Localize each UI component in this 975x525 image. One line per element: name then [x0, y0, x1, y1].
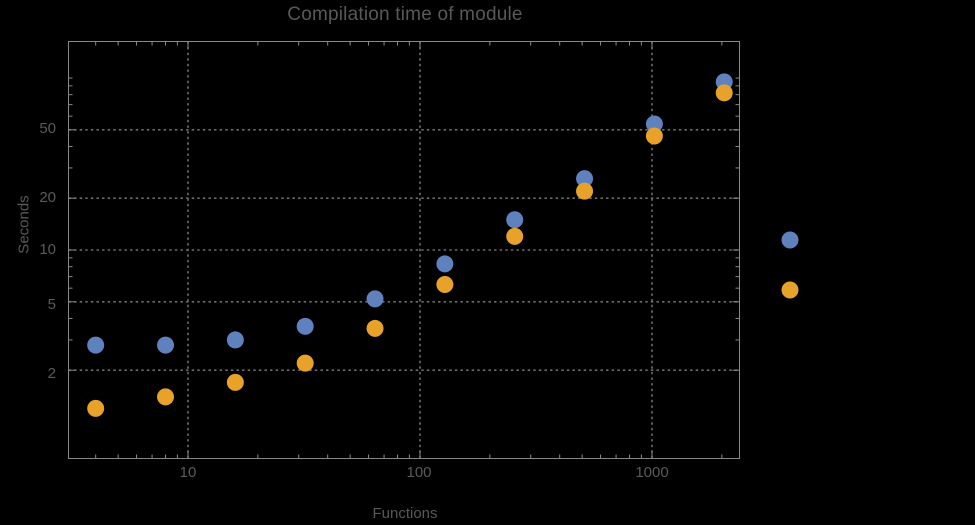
- data-point-series-blue: [157, 336, 175, 354]
- data-point-series-blue: [506, 211, 524, 229]
- data-point-series-orange: [157, 388, 175, 406]
- data-point-series-orange: [436, 276, 454, 294]
- data-point-outside-point-blue: [781, 231, 799, 249]
- x-tick-label-10: 10: [179, 464, 197, 481]
- y-tick-label-2: 2: [47, 365, 56, 382]
- data-point-series-orange: [506, 227, 524, 245]
- data-point-series-orange: [296, 354, 314, 372]
- y-tick-label-50: 50: [39, 120, 56, 137]
- gridlines: [68, 41, 740, 459]
- data-point-series-orange: [226, 373, 244, 391]
- data-point-series-blue: [87, 336, 105, 354]
- data-point-series-blue: [296, 317, 314, 335]
- chart-title: Compilation time of module: [287, 4, 523, 25]
- data-point-series-blue: [226, 331, 244, 349]
- x-tick-label-100: 100: [406, 464, 432, 481]
- x-tick-label-1000: 1000: [635, 464, 669, 481]
- data-point-series-blue: [366, 290, 384, 308]
- data-point-series-blue: [576, 170, 594, 188]
- data-point-series-orange: [715, 84, 733, 102]
- data-point-series-orange: [645, 127, 663, 145]
- y-tick-label-10: 10: [39, 241, 56, 258]
- data-point-series-blue: [645, 115, 663, 133]
- minor-ticks: [68, 41, 740, 459]
- y-tick-label-5: 5: [47, 296, 56, 313]
- plot-frame: [68, 41, 740, 459]
- data-point-series-blue: [436, 255, 454, 273]
- data-point-series-orange: [576, 182, 594, 200]
- data-point-series-orange: [87, 399, 105, 417]
- x-axis-label: Functions: [372, 505, 438, 522]
- data-point-series-orange: [366, 319, 384, 337]
- data-points: [87, 73, 799, 417]
- plot-border: [68, 41, 740, 459]
- data-point-outside-point-orange: [781, 281, 799, 299]
- y-tick-label-20: 20: [39, 189, 56, 206]
